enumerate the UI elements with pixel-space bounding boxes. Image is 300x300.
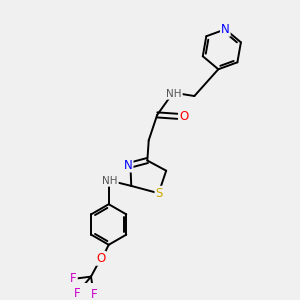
Text: NH: NH bbox=[102, 176, 118, 186]
Text: O: O bbox=[179, 110, 188, 123]
Text: N: N bbox=[124, 159, 133, 172]
Text: O: O bbox=[96, 252, 106, 265]
Text: F: F bbox=[74, 287, 80, 300]
Text: F: F bbox=[91, 288, 97, 300]
Text: F: F bbox=[70, 272, 77, 285]
Text: NH: NH bbox=[166, 89, 182, 99]
Text: N: N bbox=[221, 23, 230, 36]
Text: S: S bbox=[155, 187, 163, 200]
